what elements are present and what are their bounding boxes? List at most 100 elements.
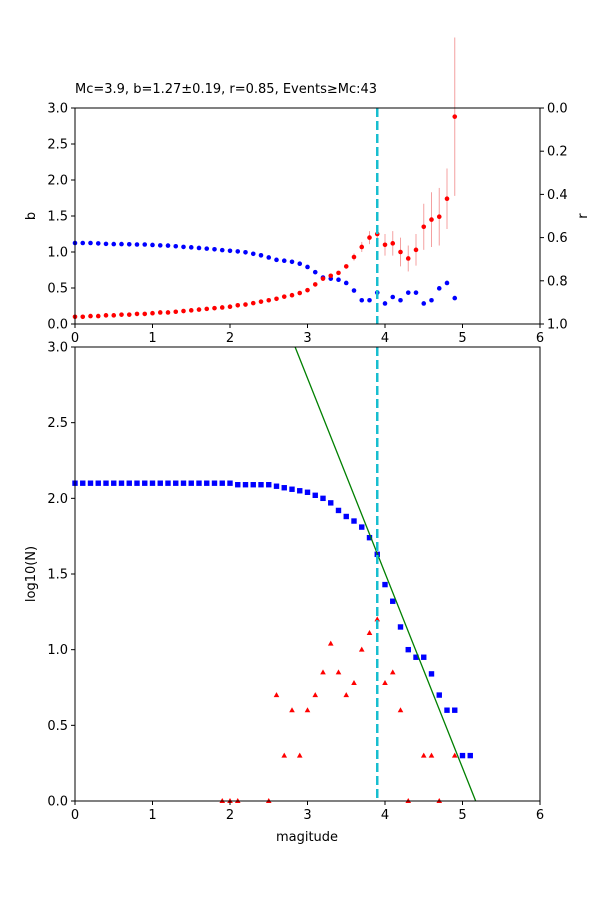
- r-tick-label: 0.0: [547, 102, 568, 117]
- noncumulative-point: [289, 707, 295, 713]
- cumulative-point: [444, 707, 450, 713]
- noncumulative-point: [374, 616, 381, 622]
- cumulative-point: [428, 671, 435, 677]
- bottom-x-axis: 0 1 2 3 4 5 6: [71, 801, 544, 823]
- b-point: [204, 306, 210, 312]
- b-point: [165, 310, 171, 315]
- b-point: [274, 296, 279, 302]
- cumulative-point: [103, 480, 109, 486]
- cumulative-point: [134, 480, 140, 486]
- noncumulative-point: [273, 692, 280, 698]
- r-point: [413, 290, 419, 295]
- cumulative-point: [320, 495, 326, 502]
- y-tick-label: 1.0: [47, 246, 68, 261]
- r-point: [452, 295, 458, 301]
- cumulative-point: [413, 654, 419, 660]
- cumulative-point: [118, 480, 125, 486]
- noncumulative-point: [320, 669, 326, 675]
- x-tick-label: 5: [458, 331, 466, 346]
- b-point: [103, 313, 109, 318]
- r-point: [150, 242, 155, 248]
- r-point: [258, 253, 264, 258]
- top-y-axis-right-label: r: [576, 213, 591, 219]
- r-tick-label: 0.4: [547, 188, 568, 203]
- cumulative-point: [289, 486, 295, 492]
- bottom-fit-line: [294, 346, 477, 802]
- b-point: [359, 244, 365, 250]
- b-point: [80, 314, 86, 320]
- y-tick-label: 2.0: [47, 174, 68, 189]
- noncumulative-point: [327, 640, 334, 646]
- b-point: [297, 290, 303, 296]
- noncumulative-point: [451, 752, 458, 758]
- y-tick-label: 0.5: [47, 282, 68, 297]
- b-point: [405, 256, 411, 261]
- b-point: [312, 282, 318, 287]
- y-tick-label: 0.0: [47, 795, 68, 810]
- b-point: [351, 254, 357, 260]
- y-tick-label: 1.0: [47, 643, 68, 658]
- b-point: [243, 302, 248, 307]
- cumulative-point: [335, 507, 342, 514]
- cumulative-point: [297, 488, 303, 494]
- r-point: [134, 242, 140, 247]
- cumulative-point: [227, 480, 233, 486]
- b-point: [289, 292, 295, 298]
- r-point: [305, 264, 310, 270]
- cumulative-point: [405, 646, 411, 653]
- x-tick-label: 0: [71, 808, 79, 823]
- x-tick-label: 3: [303, 808, 311, 823]
- b-point: [382, 242, 388, 248]
- r-tick-label: 0.6: [547, 231, 568, 246]
- y-tick-label: 1.5: [47, 568, 68, 583]
- r-point: [274, 257, 279, 263]
- b-point: [126, 312, 132, 317]
- x-tick-label: 1: [148, 331, 156, 346]
- r-tick-label: 0.8: [547, 274, 568, 289]
- cumulative-point: [467, 752, 473, 759]
- cumulative-point: [343, 513, 349, 520]
- r-tick-label: 1.0: [547, 318, 568, 333]
- noncumulative-point: [304, 707, 311, 713]
- noncumulative-point: [382, 679, 388, 685]
- r-point: [444, 280, 450, 286]
- cumulative-point: [351, 518, 357, 524]
- r-point: [126, 241, 132, 247]
- r-point: [336, 277, 341, 283]
- x-tick-label: 1: [148, 808, 156, 823]
- cumulative-point: [266, 482, 272, 488]
- b-point: [413, 247, 419, 253]
- y-tick-label: 3.0: [47, 102, 68, 117]
- cumulative-point: [219, 480, 225, 486]
- cumulative-point: [382, 581, 388, 588]
- b-point: [188, 308, 194, 313]
- cumulative-point: [258, 482, 264, 488]
- b-point: [181, 308, 186, 314]
- cumulative-point: [459, 752, 466, 759]
- cumulative-point: [436, 692, 442, 698]
- top-y-axis-label: b: [24, 212, 39, 220]
- cumulative-point: [111, 480, 117, 486]
- noncumulative-point: [366, 630, 373, 636]
- r-point: [343, 280, 349, 286]
- cumulative-point: [149, 480, 156, 486]
- r-point: [266, 255, 272, 260]
- r-point: [80, 240, 86, 246]
- x-tick-label: 4: [381, 808, 389, 823]
- noncumulative-point: [420, 752, 427, 758]
- bottom-y-axis: 0.0 0.5 1.0 1.5 2.0 2.5 3.0: [47, 341, 75, 810]
- b-point: [227, 304, 233, 310]
- cumulative-point: [421, 654, 427, 660]
- r-point: [351, 288, 357, 293]
- b-point: [142, 311, 148, 317]
- noncumulative-point: [428, 752, 435, 758]
- noncumulative-point: [351, 679, 357, 685]
- cumulative-point: [235, 482, 241, 488]
- b-point: [119, 312, 124, 317]
- noncumulative-point: [358, 646, 365, 652]
- noncumulative-point: [296, 752, 303, 758]
- r-point: [204, 246, 210, 251]
- noncumulative-point: [397, 707, 404, 713]
